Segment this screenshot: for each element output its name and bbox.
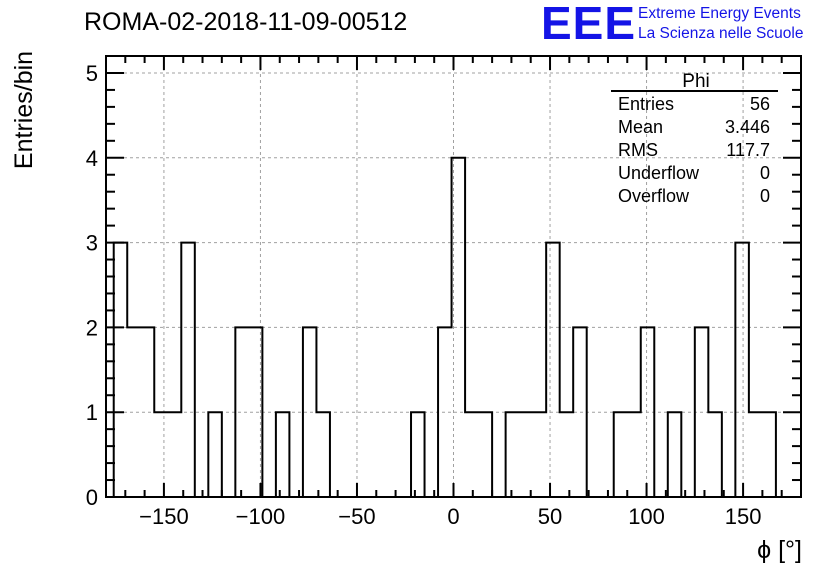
y-tick-label: 2: [86, 315, 98, 340]
eee-logo: EEE: [541, 0, 637, 49]
histogram-bin: [762, 412, 776, 497]
histogram-bin: [735, 243, 749, 497]
x-tick-label: −150: [139, 504, 189, 529]
histogram-bin: [465, 412, 479, 497]
histogram-bin: [181, 243, 195, 497]
histogram-bin: [749, 412, 763, 497]
stats-label: Underflow: [618, 163, 700, 183]
histogram-bin: [708, 412, 722, 497]
histogram-bin: [546, 243, 560, 497]
logo-caption-line2: La Scienza nelle Scuole: [638, 25, 804, 42]
y-tick-label: 0: [86, 485, 98, 510]
stats-value: 117.7: [726, 140, 770, 160]
histogram-bin: [533, 412, 547, 497]
axis-ticks: [106, 55, 801, 498]
histogram-bin: [614, 412, 628, 497]
histogram-bin: [411, 412, 425, 497]
y-tick-label: 4: [86, 146, 98, 171]
histogram-bin: [154, 412, 168, 497]
stats-title: Phi: [682, 71, 709, 92]
stats-value: 3.446: [725, 117, 770, 137]
histogram-bin: [276, 412, 290, 497]
y-tick-label: 3: [86, 231, 98, 256]
histogram-series: [112, 156, 777, 498]
stats-label: Entries: [618, 94, 674, 114]
histogram-bin: [479, 412, 493, 497]
x-tick-label: −50: [338, 504, 375, 529]
histogram-bin: [316, 412, 330, 497]
stats-value: 0: [760, 186, 770, 206]
stats-label: RMS: [618, 140, 658, 160]
y-axis-label: Entries/bin: [10, 51, 38, 169]
histogram-bin: [114, 243, 128, 497]
histogram-bin: [208, 412, 222, 497]
x-tick-label: 100: [628, 504, 665, 529]
x-tick-label: 0: [447, 504, 459, 529]
stats-label: Overflow: [618, 186, 690, 206]
x-tick-label: 50: [538, 504, 562, 529]
logo-caption: Extreme Energy Events La Scienza nelle S…: [638, 4, 803, 44]
stats-rows: Entries 56 Mean 3.446 RMS 117.7 Underflow 0 Over…: [618, 94, 770, 206]
histogram-bin: [668, 412, 682, 497]
y-tick-label: 5: [86, 61, 98, 86]
histogram-bin: [506, 412, 520, 497]
y-tick-label: 1: [86, 400, 98, 425]
histogram-outline: [112, 156, 777, 498]
stats-label: Mean: [618, 117, 663, 137]
x-axis-label: ϕ [°]: [757, 536, 802, 564]
stats-value: 0: [760, 163, 770, 183]
run-title: ROMA-02-2018-11-09-00512: [84, 8, 408, 36]
grid-lines: [106, 56, 801, 497]
histogram-bin: [519, 412, 533, 497]
stats-box: Phi Entries 56 Mean 3.446 RMS 117.7 Underflow 0…: [611, 71, 778, 206]
tick-labels: −150 −100 −50 0 50 100 150 0 1 2 3 4 5: [86, 61, 762, 529]
histogram-bin: [627, 412, 641, 497]
stats-value: 56: [750, 94, 770, 114]
histogram-bin: [560, 412, 574, 497]
x-tick-label: 150: [725, 504, 762, 529]
histogram-bin: [168, 412, 182, 497]
x-tick-label: −100: [236, 504, 286, 529]
logo-caption-line1: Extreme Energy Events: [638, 5, 801, 22]
